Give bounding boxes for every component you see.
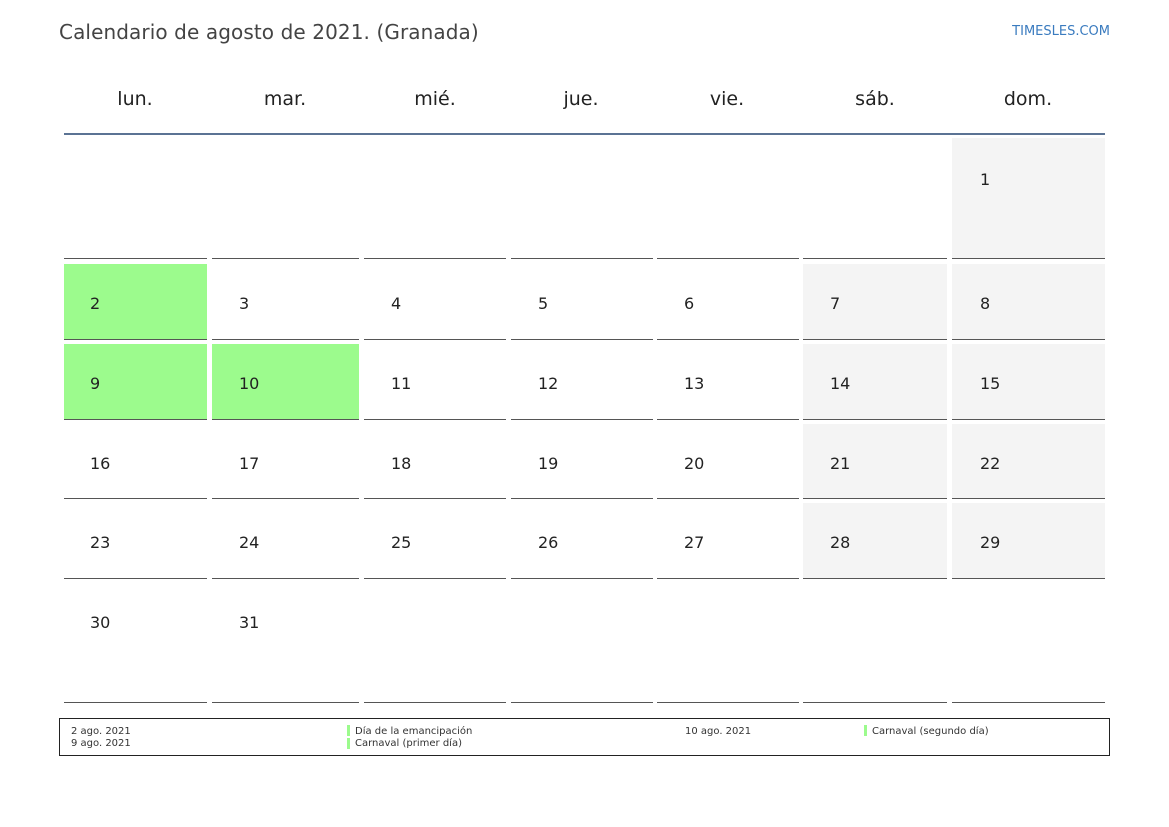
day-cell[interactable]: 15 — [952, 344, 1105, 420]
day-cell[interactable]: 23 — [64, 503, 207, 579]
day-cell[interactable]: 2 — [64, 264, 207, 340]
day-cell[interactable]: 7 — [803, 264, 947, 340]
legend-date: 10 ago. 2021 — [685, 726, 752, 737]
day-number: 24 — [239, 533, 260, 552]
day-number: 6 — [684, 294, 695, 313]
day-number: 26 — [538, 533, 559, 552]
day-number: 11 — [391, 374, 412, 393]
day-number: 22 — [980, 454, 1001, 473]
empty-day-cell — [212, 138, 359, 259]
day-number: 10 — [239, 374, 260, 393]
day-cell[interactable]: 12 — [511, 344, 653, 420]
day-cell[interactable]: 17 — [212, 424, 359, 499]
day-number: 14 — [830, 374, 851, 393]
weekday-label: mié. — [414, 88, 456, 110]
empty-day-cell — [511, 138, 653, 259]
day-cell[interactable]: 14 — [803, 344, 947, 420]
day-number: 12 — [538, 374, 559, 393]
day-number: 2 — [90, 294, 101, 313]
empty-day-cell — [803, 138, 947, 259]
day-cell[interactable]: 11 — [364, 344, 506, 420]
day-number: 8 — [980, 294, 991, 313]
holiday-color-marker — [347, 725, 350, 736]
day-cell[interactable]: 26 — [511, 503, 653, 579]
weekday-label: lun. — [117, 88, 153, 110]
day-cell[interactable]: 25 — [364, 503, 506, 579]
day-number: 23 — [90, 533, 111, 552]
day-cell[interactable]: 29 — [952, 503, 1105, 579]
empty-day-cell — [803, 583, 947, 703]
day-cell[interactable]: 30 — [64, 583, 207, 703]
weekday-label: jue. — [563, 88, 599, 110]
legend-holiday-name: Carnaval (segundo día) — [872, 726, 989, 737]
empty-day-cell — [657, 138, 799, 259]
day-cell[interactable]: 13 — [657, 344, 799, 420]
day-cell[interactable]: 18 — [364, 424, 506, 499]
empty-day-cell — [657, 583, 799, 703]
day-number: 19 — [538, 454, 559, 473]
day-number: 27 — [684, 533, 705, 552]
day-number: 20 — [684, 454, 705, 473]
empty-day-cell — [364, 138, 506, 259]
day-cell[interactable]: 8 — [952, 264, 1105, 340]
holiday-color-marker — [864, 725, 867, 736]
day-cell[interactable]: 21 — [803, 424, 947, 499]
day-cell[interactable]: 4 — [364, 264, 506, 340]
legend-date: 2 ago. 2021 — [71, 726, 131, 737]
empty-day-cell — [511, 583, 653, 703]
day-number: 9 — [90, 374, 101, 393]
day-number: 4 — [391, 294, 402, 313]
day-cell[interactable]: 5 — [511, 264, 653, 340]
day-cell[interactable]: 1 — [952, 138, 1105, 259]
weekday-label: dom. — [1003, 88, 1053, 110]
empty-day-cell — [64, 138, 207, 259]
page-title: Calendario de agosto de 2021. (Granada) — [59, 20, 479, 44]
day-cell[interactable]: 16 — [64, 424, 207, 499]
day-cell[interactable]: 9 — [64, 344, 207, 420]
day-cell[interactable]: 22 — [952, 424, 1105, 499]
day-number: 28 — [830, 533, 851, 552]
weekday-label: mar. — [263, 88, 307, 110]
holiday-color-marker — [347, 738, 350, 749]
day-cell[interactable]: 31 — [212, 583, 359, 703]
empty-day-cell — [364, 583, 506, 703]
day-number: 5 — [538, 294, 549, 313]
site-link[interactable]: TIMESLES.COM — [1012, 24, 1110, 39]
day-number: 13 — [684, 374, 705, 393]
weekday-label: vie. — [709, 88, 745, 110]
day-number: 1 — [980, 170, 991, 189]
legend-holiday-name: Día de la emancipación — [355, 726, 473, 737]
day-cell[interactable]: 10 — [212, 344, 359, 420]
day-number: 17 — [239, 454, 260, 473]
day-number: 3 — [239, 294, 250, 313]
weekday-header: lun. mar. mié. jue. vie. sáb. dom. — [64, 70, 1105, 135]
day-number: 18 — [391, 454, 412, 473]
day-cell[interactable]: 3 — [212, 264, 359, 340]
day-number: 29 — [980, 533, 1001, 552]
weekday-label: sáb. — [855, 88, 895, 110]
day-cell[interactable]: 28 — [803, 503, 947, 579]
legend-holiday-name: Carnaval (primer día) — [355, 738, 462, 749]
day-cell[interactable]: 24 — [212, 503, 359, 579]
day-cell[interactable]: 20 — [657, 424, 799, 499]
day-number: 15 — [980, 374, 1001, 393]
day-cell[interactable]: 27 — [657, 503, 799, 579]
legend-date: 9 ago. 2021 — [71, 738, 131, 749]
day-number: 31 — [239, 613, 260, 632]
day-number: 16 — [90, 454, 111, 473]
day-cell[interactable]: 6 — [657, 264, 799, 340]
day-number: 21 — [830, 454, 851, 473]
empty-day-cell — [952, 583, 1105, 703]
day-number: 25 — [391, 533, 412, 552]
day-number: 30 — [90, 613, 111, 632]
calendar-grid: lun. mar. mié. jue. vie. sáb. dom. 1 2 3 4 5 6 7 8 9 10… — [64, 70, 1105, 703]
holiday-legend: 2 ago. 2021 Día de la emancipación 9 ago… — [59, 718, 1110, 756]
day-cell[interactable]: 19 — [511, 424, 653, 499]
day-number: 7 — [830, 294, 841, 313]
